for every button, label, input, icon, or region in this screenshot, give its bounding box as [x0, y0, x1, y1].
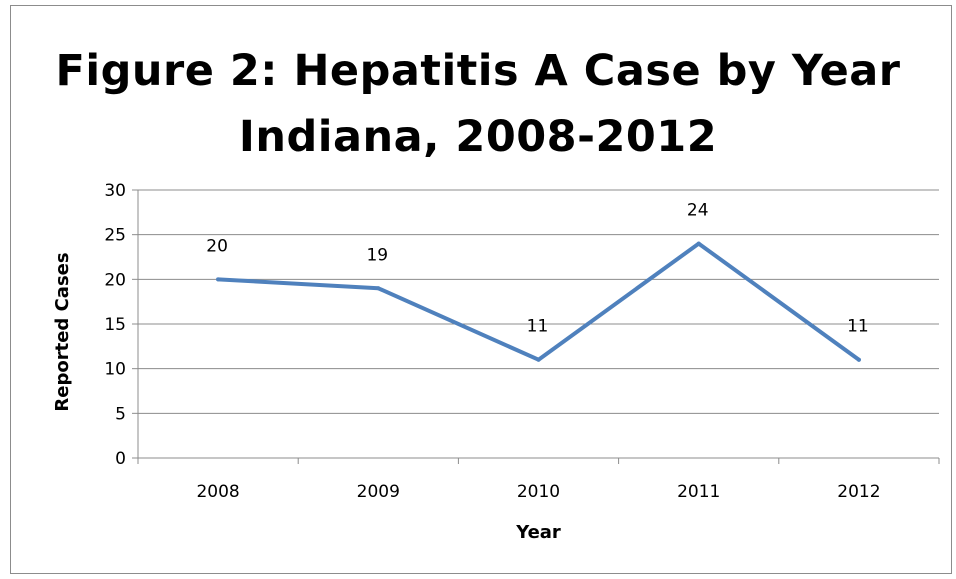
gridlines	[138, 189, 939, 414]
data-point	[856, 357, 861, 362]
data-point	[216, 277, 221, 282]
y-tick-label: 25	[104, 226, 126, 246]
series-layer	[216, 241, 861, 362]
x-tick-label: 2011	[677, 482, 720, 502]
chart-title: Figure 2: Hepatitis A Case by Year India…	[0, 38, 956, 170]
data-label: 20	[206, 236, 228, 256]
y-tick-label: 15	[104, 315, 126, 335]
data-point	[376, 286, 381, 291]
y-axis-title: Reported Cases	[52, 252, 73, 411]
chart-frame	[10, 5, 952, 574]
data-point	[536, 357, 541, 362]
data-label: 11	[527, 317, 549, 337]
chart-title-line-2: Indiana, 2008-2012	[238, 112, 718, 162]
data-labels: 20 19 11 24 11	[206, 201, 868, 337]
x-axis-title: Year	[515, 522, 561, 543]
y-tick-label: 10	[104, 360, 126, 380]
x-tick-label: 2012	[837, 482, 880, 502]
series-line	[216, 241, 861, 362]
data-point	[696, 241, 701, 246]
y-tick-label: 0	[115, 449, 126, 469]
y-tick-label: 20	[104, 270, 126, 290]
data-label: 24	[687, 201, 709, 221]
chart-title-line-1: Figure 2: Hepatitis A Case by Year	[55, 46, 901, 96]
y-tick-label: 30	[104, 181, 126, 201]
data-label: 19	[366, 245, 388, 265]
y-tick-label: 5	[115, 404, 126, 424]
x-tick-label: 2010	[517, 482, 560, 502]
x-tick-label: 2009	[357, 482, 400, 502]
data-label: 11	[847, 317, 869, 337]
x-tick-label: 2008	[196, 482, 239, 502]
